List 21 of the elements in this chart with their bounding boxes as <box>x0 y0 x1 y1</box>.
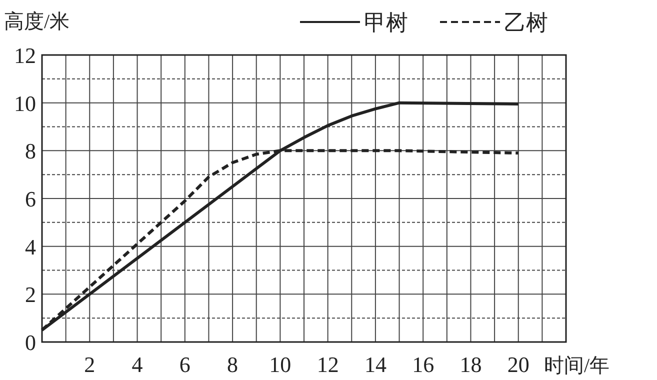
x-tick-label: 2 <box>84 352 96 377</box>
x-tick-label: 16 <box>412 352 434 377</box>
y-tick-label: 0 <box>25 330 36 355</box>
x-tick-label: 14 <box>364 352 386 377</box>
legend-label: 甲树 <box>364 10 408 35</box>
y-axis-title: 高度/米 <box>4 10 70 33</box>
x-tick-label: 8 <box>227 352 238 377</box>
x-tick-label: 4 <box>132 352 143 377</box>
y-tick-label: 4 <box>25 234 36 260</box>
y-tick-label: 12 <box>14 43 36 68</box>
x-tick-label: 12 <box>316 352 339 377</box>
x-tick-label: 18 <box>460 352 482 377</box>
x-tick-label: 10 <box>269 352 292 377</box>
y-tick-label: 10 <box>14 90 36 116</box>
y-tick-label: 2 <box>25 282 36 308</box>
legend-label: 乙树 <box>504 10 548 35</box>
y-tick-label: 8 <box>25 138 36 164</box>
y-tick-label: 6 <box>25 186 36 212</box>
x-tick-label: 6 <box>179 352 190 377</box>
x-axis-title: 时间/年 <box>544 355 610 377</box>
x-tick-label: 20 <box>507 352 530 377</box>
